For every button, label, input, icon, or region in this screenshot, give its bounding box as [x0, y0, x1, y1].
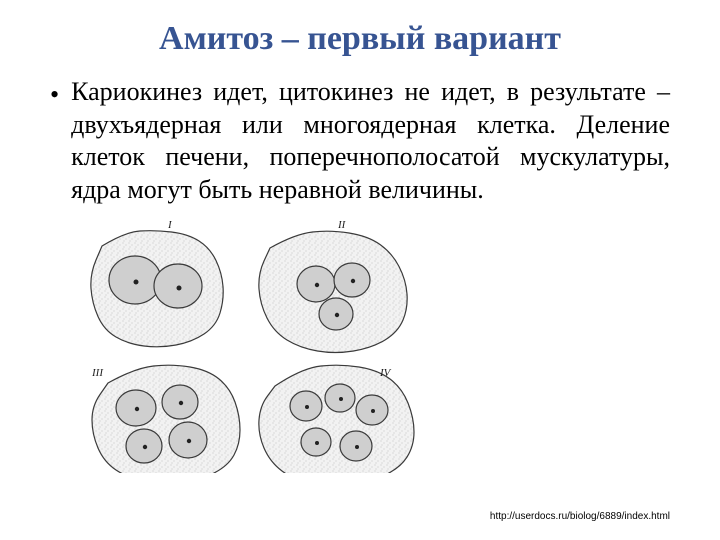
svg-text:IV: IV [379, 367, 392, 379]
bullet-marker: • [50, 80, 59, 110]
svg-text:III: III [91, 367, 104, 379]
svg-text:I: I [167, 219, 173, 231]
svg-text:II: II [337, 219, 347, 231]
cell-diagram: IIIIIIIV [80, 218, 670, 473]
body-text: Кариокинез идет, цитокинез не идет, в ре… [71, 76, 670, 206]
page-title: Амитоз – первый вариант [50, 20, 670, 58]
amitosis-cells-svg: IIIIIIIV [80, 218, 420, 473]
bullet-paragraph: • Кариокинез идет, цитокинез не идет, в … [50, 76, 670, 206]
source-url: http://userdocs.ru/biolog/6889/index.htm… [490, 511, 670, 522]
